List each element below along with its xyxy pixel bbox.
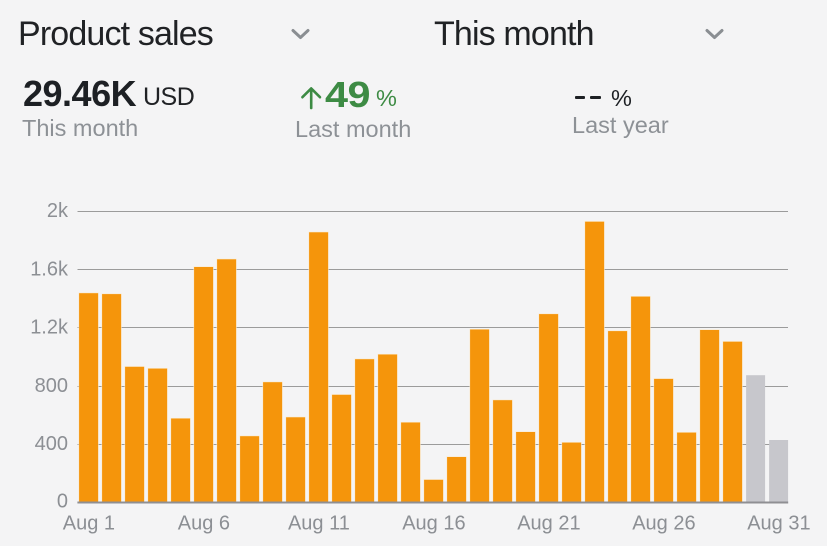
svg-text:400: 400 <box>35 433 68 455</box>
svg-text:1.2k: 1.2k <box>30 317 69 339</box>
svg-text:Aug 6: Aug 6 <box>178 513 230 535</box>
svg-text:Aug 16: Aug 16 <box>402 513 465 535</box>
svg-text:800: 800 <box>35 375 68 397</box>
svg-text:2k: 2k <box>47 200 69 222</box>
svg-text:Aug 21: Aug 21 <box>517 513 580 535</box>
svg-text:1.6k: 1.6k <box>30 258 69 280</box>
svg-text:0: 0 <box>57 491 68 513</box>
svg-text:Aug 31: Aug 31 <box>747 513 810 535</box>
svg-text:Aug 1: Aug 1 <box>63 513 115 535</box>
svg-text:Aug 26: Aug 26 <box>632 513 695 535</box>
svg-text:Aug 11: Aug 11 <box>288 513 350 535</box>
